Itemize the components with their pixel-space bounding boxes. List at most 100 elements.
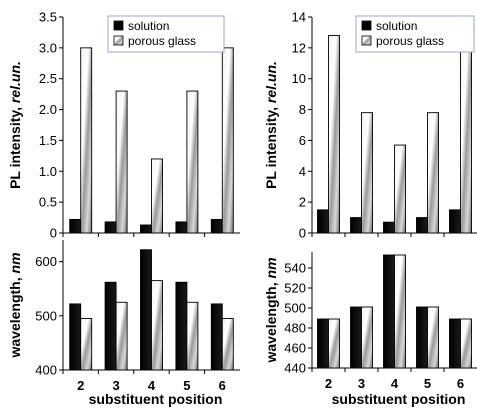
legend-box	[355, 15, 475, 53]
bar-solution-4	[383, 221, 395, 234]
y-tick-label: 14	[292, 10, 306, 25]
y-axis-title-unit: nm	[263, 257, 279, 278]
y-tick-label: 2	[299, 195, 306, 210]
bar-solution-3	[350, 217, 362, 234]
y-tick-label: 0	[50, 226, 57, 241]
x-tick-label: 3	[112, 378, 119, 393]
bar-solution-2	[69, 303, 82, 371]
bar-porous-glass-2	[328, 35, 340, 234]
legend-swatch-porous-glass	[113, 35, 124, 46]
bar-porous-glass-4	[151, 280, 163, 371]
y-axis-title-unit: nm	[7, 252, 23, 273]
legend-label-porous-glass: porous glass	[128, 34, 196, 48]
bar-solution-2	[69, 218, 82, 234]
y-tick-label: 600	[35, 254, 57, 269]
y-axis-title-unit: rel.un.	[7, 61, 23, 103]
x-axis-title: substituent position	[89, 391, 223, 407]
y-tick-label: 480	[284, 321, 306, 336]
y-tick-label: 6	[299, 133, 306, 148]
bar-porous-glass-4	[394, 254, 406, 369]
y-tick-label: 520	[284, 281, 306, 296]
y-axis-title-main: wavelength,	[263, 278, 279, 363]
bar-porous-glass-6	[221, 318, 234, 371]
y-axis-title: wavelength, nm	[7, 252, 23, 358]
y-axis-title-main: PL intensity,	[7, 103, 23, 189]
bar-solution-6	[210, 303, 223, 371]
x-tick-label: 5	[183, 378, 190, 393]
y-axis-title-main: PL intensity,	[263, 103, 279, 189]
y-axis-title-unit: rel.un.	[263, 61, 279, 103]
y-tick-label: 0.5	[39, 195, 57, 210]
y-tick-label: 2.5	[39, 71, 57, 86]
bar-porous-glass-5	[186, 301, 199, 371]
y-tick-label: 10	[292, 71, 306, 86]
legend-swatch-porous-glass	[361, 35, 372, 46]
bar-solution-2	[317, 209, 329, 234]
bar-solution-6	[210, 218, 223, 234]
y-tick-label: 500	[284, 301, 306, 316]
bar-porous-glass-2	[80, 318, 93, 371]
bar-solution-3	[104, 281, 117, 371]
y-tick-label: 3.5	[39, 10, 57, 25]
y-tick-label: 1.5	[39, 133, 57, 148]
bar-porous-glass-4	[151, 158, 163, 234]
y-tick-label: 4	[299, 164, 306, 179]
y-tick-label: 400	[35, 363, 57, 378]
y-tick-label: 0	[299, 226, 306, 241]
bar-porous-glass-6	[221, 47, 234, 234]
y-tick-label: 500	[35, 308, 57, 323]
bar-solution-4	[383, 254, 395, 369]
chart-panel-right-top: 0 2 4 6 8 10 12 14 PL intensity, rel.un. solution…	[263, 10, 477, 241]
bar-solution-6	[449, 318, 461, 369]
bar-solution-5	[175, 221, 188, 234]
x-tick-label: 3	[358, 376, 365, 391]
chart-panel-left-top: 0 0.5 1.0 1.5 2.0 2.5 3.0 3.5 PL intensity, rel.…	[7, 10, 240, 241]
bar-solution-5	[416, 306, 428, 369]
x-tick-label: 4	[148, 378, 156, 393]
y-tick-label: 440	[284, 361, 306, 376]
bar-porous-glass-6	[460, 35, 472, 234]
x-axis-title: substituent position	[332, 391, 466, 407]
y-tick-label: 540	[284, 261, 306, 276]
bar-solution-3	[350, 306, 362, 369]
bar-solution-5	[175, 281, 188, 371]
y-axis-title-main: wavelength,	[7, 273, 23, 358]
legend-label-solution: solution	[376, 19, 417, 33]
bar-porous-glass-5	[186, 90, 199, 234]
y-tick-label: 3.0	[39, 40, 57, 55]
legend-swatch-solution	[113, 20, 124, 31]
bar-porous-glass-2	[328, 318, 340, 369]
x-tick-label: 6	[457, 376, 464, 391]
y-tick-label: 1.0	[39, 164, 57, 179]
bar-porous-glass-3	[115, 90, 128, 234]
x-tick-label: 2	[77, 378, 84, 393]
x-tick-label: 5	[424, 376, 431, 391]
y-tick-label: 460	[284, 341, 306, 356]
bar-porous-glass-3	[361, 306, 373, 369]
bar-solution-4	[140, 249, 152, 371]
bar-porous-glass-5	[427, 112, 439, 234]
bar-porous-glass-6	[460, 318, 472, 369]
y-tick-label: 12	[292, 40, 306, 55]
legend-label-solution: solution	[128, 19, 169, 33]
y-axis-title: wavelength, nm	[263, 257, 279, 363]
bar-porous-glass-3	[361, 112, 373, 234]
y-tick-label: 2.0	[39, 102, 57, 117]
legend-label-porous-glass: porous glass	[376, 34, 444, 48]
bar-porous-glass-5	[427, 306, 439, 369]
legend-box	[107, 15, 225, 53]
bar-solution-3	[104, 221, 117, 234]
x-tick-label: 2	[325, 376, 332, 391]
bar-solution-6	[449, 209, 461, 234]
x-tick-label: 6	[219, 378, 226, 393]
bar-solution-2	[317, 318, 329, 369]
bar-solution-5	[416, 217, 428, 234]
y-tick-label: 8	[299, 102, 306, 117]
y-axis-title: PL intensity, rel.un.	[263, 61, 279, 189]
bar-porous-glass-3	[115, 301, 128, 371]
